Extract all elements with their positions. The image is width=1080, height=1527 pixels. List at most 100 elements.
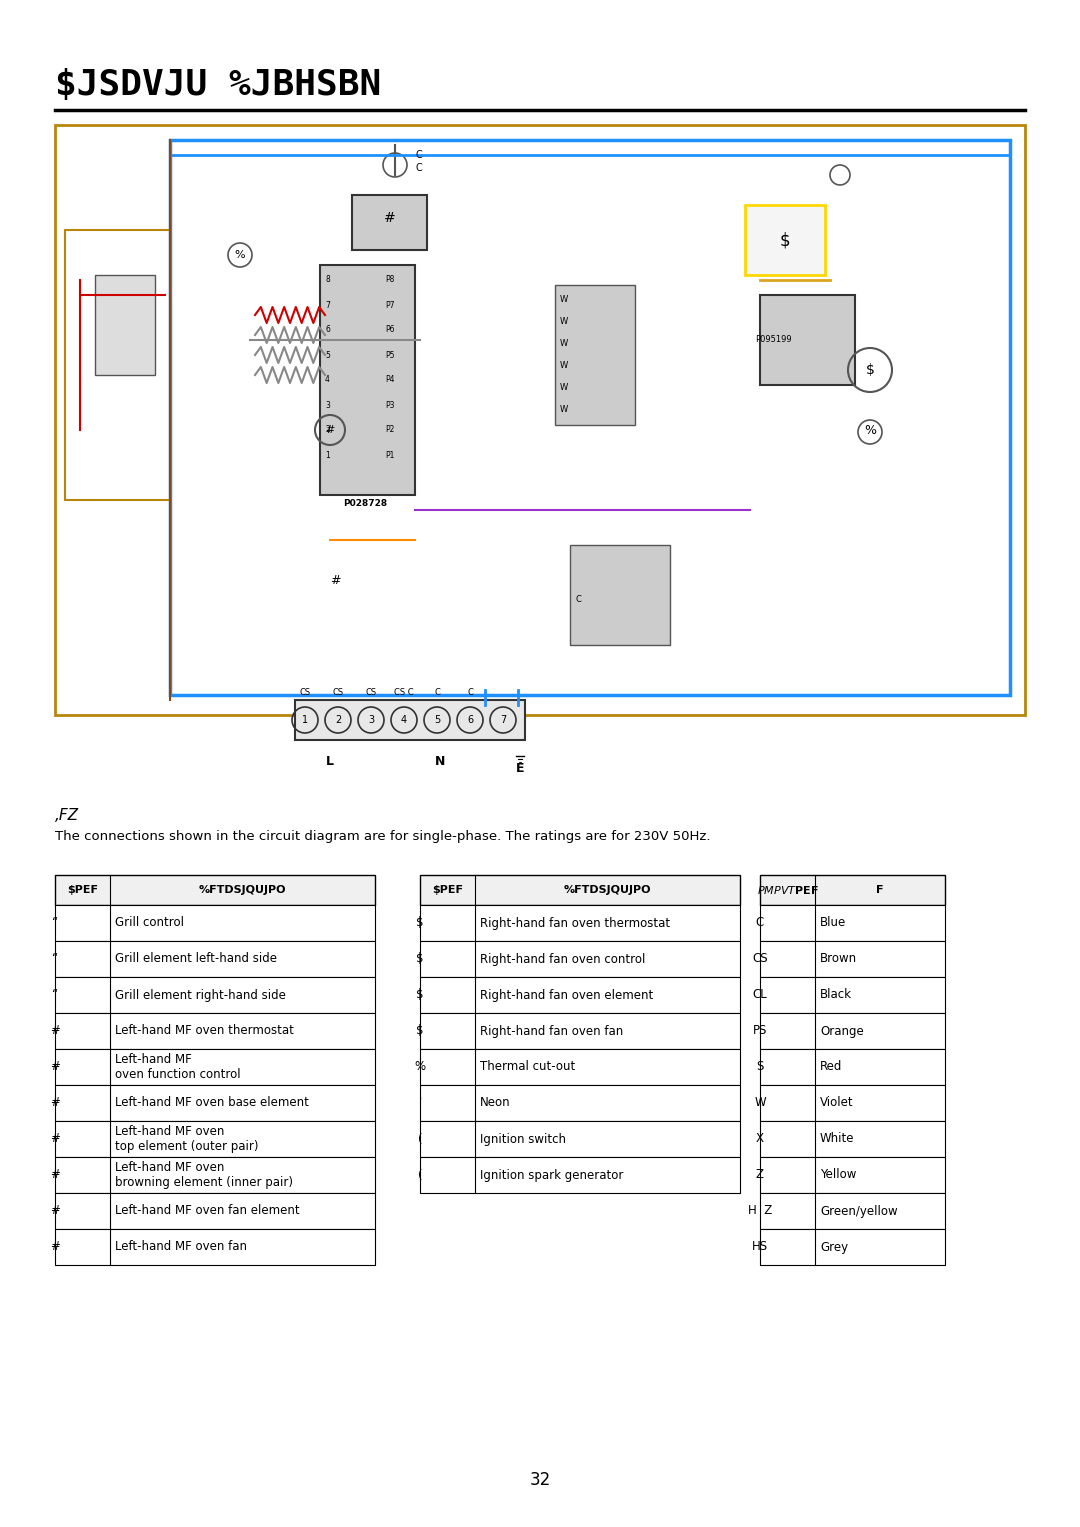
Text: Yellow: Yellow bbox=[820, 1168, 856, 1182]
Text: (: ( bbox=[418, 1133, 422, 1145]
Text: P1: P1 bbox=[386, 450, 395, 460]
Text: HS: HS bbox=[752, 1240, 768, 1254]
Text: P2: P2 bbox=[386, 426, 395, 435]
Bar bbox=[420, 1157, 740, 1193]
Bar bbox=[55, 1012, 375, 1049]
Text: White: White bbox=[820, 1133, 854, 1145]
Text: Thermal cut-out: Thermal cut-out bbox=[480, 1060, 576, 1073]
Bar bbox=[760, 941, 945, 977]
Bar bbox=[170, 140, 1010, 695]
Bar bbox=[420, 875, 740, 906]
Text: #: # bbox=[50, 1205, 59, 1217]
Text: Right-hand fan oven fan: Right-hand fan oven fan bbox=[480, 1025, 623, 1037]
Text: C: C bbox=[575, 596, 581, 605]
Text: $PEF: $PEF bbox=[67, 886, 98, 895]
Text: C: C bbox=[415, 163, 422, 173]
Text: Left-hand MF oven thermostat: Left-hand MF oven thermostat bbox=[114, 1025, 294, 1037]
Text: “: “ bbox=[52, 953, 58, 965]
Text: Blue: Blue bbox=[820, 916, 847, 930]
Text: Left-hand MF oven
browning element (inner pair): Left-hand MF oven browning element (inne… bbox=[114, 1161, 293, 1190]
Text: $: $ bbox=[416, 988, 423, 1002]
Text: #: # bbox=[50, 1133, 59, 1145]
Text: %: % bbox=[415, 1060, 426, 1073]
Text: %FTDSJQUJPO: %FTDSJQUJPO bbox=[564, 886, 651, 895]
Bar bbox=[55, 977, 375, 1012]
Text: #: # bbox=[384, 211, 396, 224]
Text: Neon: Neon bbox=[480, 1096, 511, 1110]
Text: $JSDVJU %JBHSBN: $JSDVJU %JBHSBN bbox=[55, 69, 381, 102]
Text: P4: P4 bbox=[386, 376, 395, 385]
Text: Brown: Brown bbox=[820, 953, 858, 965]
Text: CL: CL bbox=[753, 988, 768, 1002]
Text: CS: CS bbox=[333, 689, 343, 696]
Bar bbox=[295, 699, 525, 741]
Text: #: # bbox=[50, 1060, 59, 1073]
Text: H  Z: H Z bbox=[747, 1205, 772, 1217]
Text: CS: CS bbox=[299, 689, 311, 696]
Text: #: # bbox=[50, 1168, 59, 1182]
Bar bbox=[760, 1157, 945, 1193]
Text: 1: 1 bbox=[302, 715, 308, 725]
Text: $: $ bbox=[416, 916, 423, 930]
Bar bbox=[420, 1049, 740, 1086]
Text: X: X bbox=[756, 1133, 764, 1145]
Text: “: “ bbox=[52, 988, 58, 1002]
Text: $PMPVT $PEF: $PMPVT $PEF bbox=[757, 884, 819, 896]
Text: PS: PS bbox=[753, 1025, 767, 1037]
Text: Grill element right-hand side: Grill element right-hand side bbox=[114, 988, 286, 1002]
Text: 6: 6 bbox=[467, 715, 473, 725]
Text: The connections shown in the circuit diagram are for single-phase. The ratings a: The connections shown in the circuit dia… bbox=[55, 831, 711, 843]
Bar bbox=[760, 1193, 945, 1229]
Text: $: $ bbox=[780, 231, 791, 249]
Bar bbox=[55, 1049, 375, 1086]
Text: 2: 2 bbox=[325, 426, 329, 435]
Text: Left-hand MF oven
top element (outer pair): Left-hand MF oven top element (outer pai… bbox=[114, 1125, 258, 1153]
Text: 8: 8 bbox=[325, 275, 329, 284]
Bar bbox=[570, 545, 670, 644]
Text: 32: 32 bbox=[529, 1471, 551, 1489]
Text: 7: 7 bbox=[325, 301, 329, 310]
Text: 3: 3 bbox=[368, 715, 374, 725]
Text: $: $ bbox=[416, 1025, 423, 1037]
Text: (: ( bbox=[418, 1168, 422, 1182]
Text: P6: P6 bbox=[386, 325, 395, 334]
Text: Orange: Orange bbox=[820, 1025, 864, 1037]
Bar bbox=[65, 231, 170, 499]
Text: 2: 2 bbox=[335, 715, 341, 725]
Text: Right-hand fan oven element: Right-hand fan oven element bbox=[480, 988, 653, 1002]
Text: Right-hand fan oven thermostat: Right-hand fan oven thermostat bbox=[480, 916, 670, 930]
Text: 4: 4 bbox=[325, 376, 329, 385]
Bar bbox=[420, 941, 740, 977]
Text: $: $ bbox=[416, 953, 423, 965]
Text: W: W bbox=[561, 406, 568, 414]
Text: C: C bbox=[434, 689, 440, 696]
Text: Grey: Grey bbox=[820, 1240, 848, 1254]
Bar bbox=[760, 1229, 945, 1264]
Text: $PEF: $PEF bbox=[432, 886, 463, 895]
Text: Black: Black bbox=[820, 988, 852, 1002]
Text: CS: CS bbox=[752, 953, 768, 965]
Text: #: # bbox=[325, 425, 335, 435]
Text: Grill element left-hand side: Grill element left-hand side bbox=[114, 953, 276, 965]
Text: P028728: P028728 bbox=[343, 498, 387, 507]
Bar bbox=[55, 1193, 375, 1229]
Text: 5: 5 bbox=[325, 351, 329, 359]
Text: L: L bbox=[326, 754, 334, 768]
Text: Ignition spark generator: Ignition spark generator bbox=[480, 1168, 623, 1182]
Text: Left-hand MF oven base element: Left-hand MF oven base element bbox=[114, 1096, 309, 1110]
Bar bbox=[55, 1121, 375, 1157]
Text: #: # bbox=[329, 574, 340, 586]
Bar bbox=[555, 286, 635, 425]
Bar bbox=[760, 1012, 945, 1049]
Text: W: W bbox=[561, 339, 568, 348]
Text: %FTDSJQUJPO: %FTDSJQUJPO bbox=[199, 886, 286, 895]
Text: 4: 4 bbox=[401, 715, 407, 725]
Text: #: # bbox=[50, 1240, 59, 1254]
Text: Left-hand MF oven fan: Left-hand MF oven fan bbox=[114, 1240, 247, 1254]
Text: P5: P5 bbox=[386, 351, 395, 359]
Text: 6: 6 bbox=[325, 325, 329, 334]
Text: P8: P8 bbox=[386, 275, 395, 284]
Text: 7: 7 bbox=[500, 715, 507, 725]
Text: P7: P7 bbox=[386, 301, 395, 310]
Text: Red: Red bbox=[820, 1060, 842, 1073]
